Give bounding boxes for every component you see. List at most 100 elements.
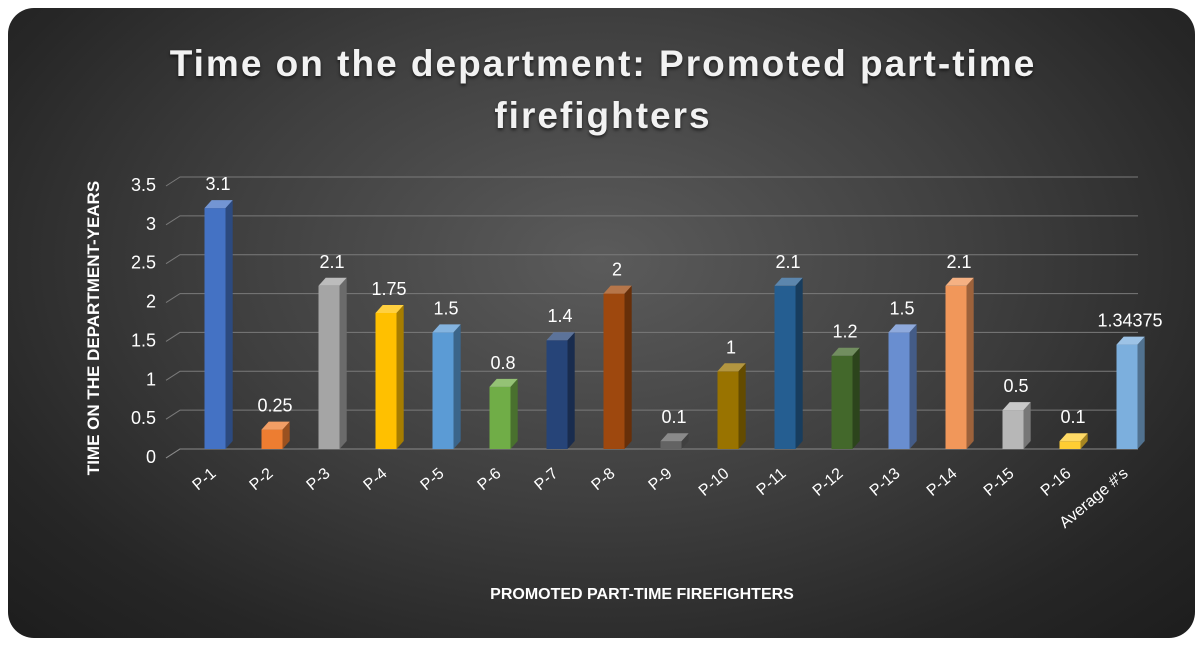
x-tick-label: P-2 — [247, 465, 277, 494]
bar-front — [660, 441, 682, 449]
bar-front — [774, 285, 796, 449]
data-label: 1.5 — [433, 298, 458, 318]
x-tick-label: P-11 — [754, 465, 790, 499]
x-tick-label: P-13 — [867, 465, 904, 500]
bar-side — [396, 305, 404, 449]
bar-side — [1023, 402, 1031, 449]
data-label: 1.34375 — [1097, 311, 1162, 331]
x-tick-label: P-9 — [646, 465, 676, 494]
bar-front — [204, 208, 226, 449]
data-label: 0.1 — [1060, 407, 1085, 427]
y-tick-label: 1 — [146, 369, 156, 389]
y-tick-label: 2.5 — [131, 253, 156, 273]
y-tick-label: 3.5 — [131, 175, 156, 195]
bar-top — [831, 347, 860, 356]
bar-top — [489, 378, 518, 387]
bar-P-8 — [603, 285, 632, 449]
x-tick-labels: P-1 P-2 P-3 P-4 P-5 P-6 P-7 P-8 P-9 P-10 P-11 P-12 P… — [190, 465, 1132, 532]
gridline — [165, 176, 1138, 187]
data-labels: 3.1 0.25 2.1 1.75 1.5 0.8 1.4 2 0.1 1 2.1 1.2 1.5 2.1… — [205, 174, 1162, 427]
x-axis-title: PROMOTED PART-TIME FIREFIGHTERS — [490, 586, 794, 603]
bar-front — [1116, 344, 1138, 449]
bar-front — [831, 355, 853, 449]
bar-P-6 — [489, 378, 518, 449]
y-tick-label: 2 — [146, 292, 156, 312]
bar-top — [888, 324, 917, 333]
gridline — [165, 448, 1138, 459]
bar-front — [489, 386, 511, 449]
x-tick-label: P-8 — [589, 465, 619, 494]
bar-side — [510, 378, 518, 449]
data-label: 0.5 — [1003, 376, 1028, 396]
bar-side — [1137, 336, 1145, 449]
x-tick-label: P-12 — [810, 465, 847, 500]
gridline — [165, 215, 1138, 226]
bar-P-7 — [546, 332, 575, 449]
bar-top — [774, 277, 803, 286]
bar-top — [318, 277, 347, 286]
chart-panel: Time on the department: Promoted part-ti… — [8, 8, 1195, 638]
x-tick-label: P-1 — [190, 465, 220, 494]
data-label: 1.4 — [547, 306, 572, 326]
bar-P-2 — [261, 421, 290, 449]
bar-front — [888, 332, 910, 449]
bar-front — [1059, 441, 1081, 449]
bar-front — [432, 332, 454, 449]
bar-front — [375, 313, 397, 449]
bar-top — [261, 421, 290, 430]
bar-top — [1002, 402, 1031, 411]
bar-side — [966, 277, 974, 449]
bar-top — [204, 200, 233, 209]
bar-P-3 — [318, 277, 347, 449]
gridline — [165, 331, 1138, 342]
bar-side — [453, 324, 461, 449]
bar-top — [375, 305, 404, 313]
bar-top — [660, 433, 689, 442]
bar-front — [546, 340, 568, 449]
bar-side — [567, 332, 575, 449]
y-tick-labels: 0 0.5 1 1.5 2 2.5 3 3.5 — [131, 175, 156, 467]
gridlines — [165, 176, 1138, 459]
bar-side — [624, 285, 632, 449]
bar-side — [909, 324, 917, 449]
gridline — [165, 409, 1138, 420]
bar-side — [282, 421, 290, 449]
bar-P-9 — [660, 433, 689, 449]
bar-side — [738, 363, 746, 449]
bar-side — [795, 277, 803, 449]
bar-top — [1116, 336, 1145, 345]
base-floor — [165, 448, 1138, 459]
x-tick-label: P-4 — [361, 465, 391, 494]
gridline — [165, 254, 1138, 265]
bar-side — [852, 347, 860, 449]
bar-top — [945, 277, 974, 286]
gridline — [165, 370, 1138, 381]
y-axis-title: TIME ON THE DEPARTMENT-YEARS — [84, 181, 103, 475]
x-tick-label: P-14 — [924, 465, 961, 500]
bar-P-4 — [375, 305, 404, 449]
x-tick-label: P-16 — [1038, 465, 1075, 500]
x-tick-label: P-5 — [418, 465, 448, 494]
bar-side — [681, 433, 689, 449]
bar-front — [603, 293, 625, 449]
bar-P-14 — [945, 277, 974, 449]
bar-P-5 — [432, 324, 461, 449]
data-label: 1.5 — [889, 298, 914, 318]
bar-top — [546, 332, 575, 341]
data-label: 1.75 — [371, 279, 406, 299]
bar-P-13 — [888, 324, 917, 449]
data-label: 1 — [726, 337, 736, 357]
data-label: 2 — [612, 260, 622, 280]
bar-P-11 — [774, 277, 803, 449]
bar-Average #'s — [1116, 336, 1145, 449]
bar-front — [261, 429, 283, 449]
x-tick-label: P-10 — [696, 465, 733, 500]
bar-side — [339, 277, 347, 449]
y-tick-label: 0.5 — [131, 408, 156, 428]
bar-chart: 3.1 0.25 2.1 1.75 1.5 0.8 1.4 2 0.1 1 2.1 1.2 1.5 2.1… — [84, 174, 1163, 603]
bar-top — [717, 363, 746, 372]
data-label: 1.2 — [832, 322, 857, 342]
bars — [204, 200, 1145, 449]
y-tick-label: 3 — [146, 214, 156, 234]
x-tick-label: P-6 — [475, 465, 505, 494]
